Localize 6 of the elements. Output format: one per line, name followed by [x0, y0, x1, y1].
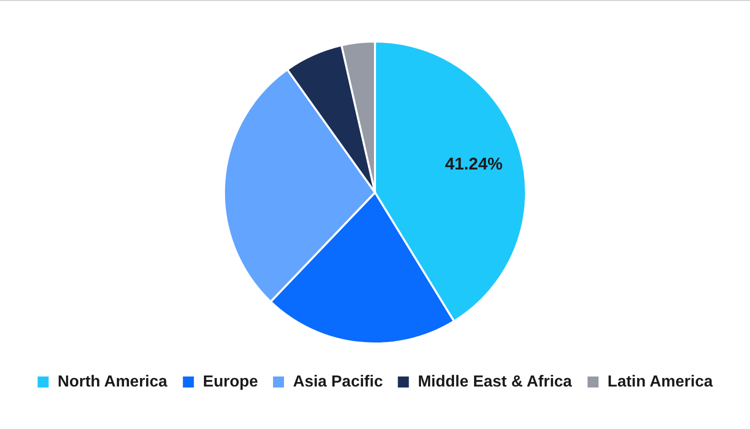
legend-label: Europe	[202, 373, 258, 390]
legend-label: Middle East & Africa	[418, 373, 572, 390]
legend-label: North America	[58, 373, 168, 390]
legend-label: Latin America	[608, 373, 713, 390]
legend-label: Asia Pacific	[293, 373, 383, 390]
data-label: 41.24%	[444, 154, 503, 174]
